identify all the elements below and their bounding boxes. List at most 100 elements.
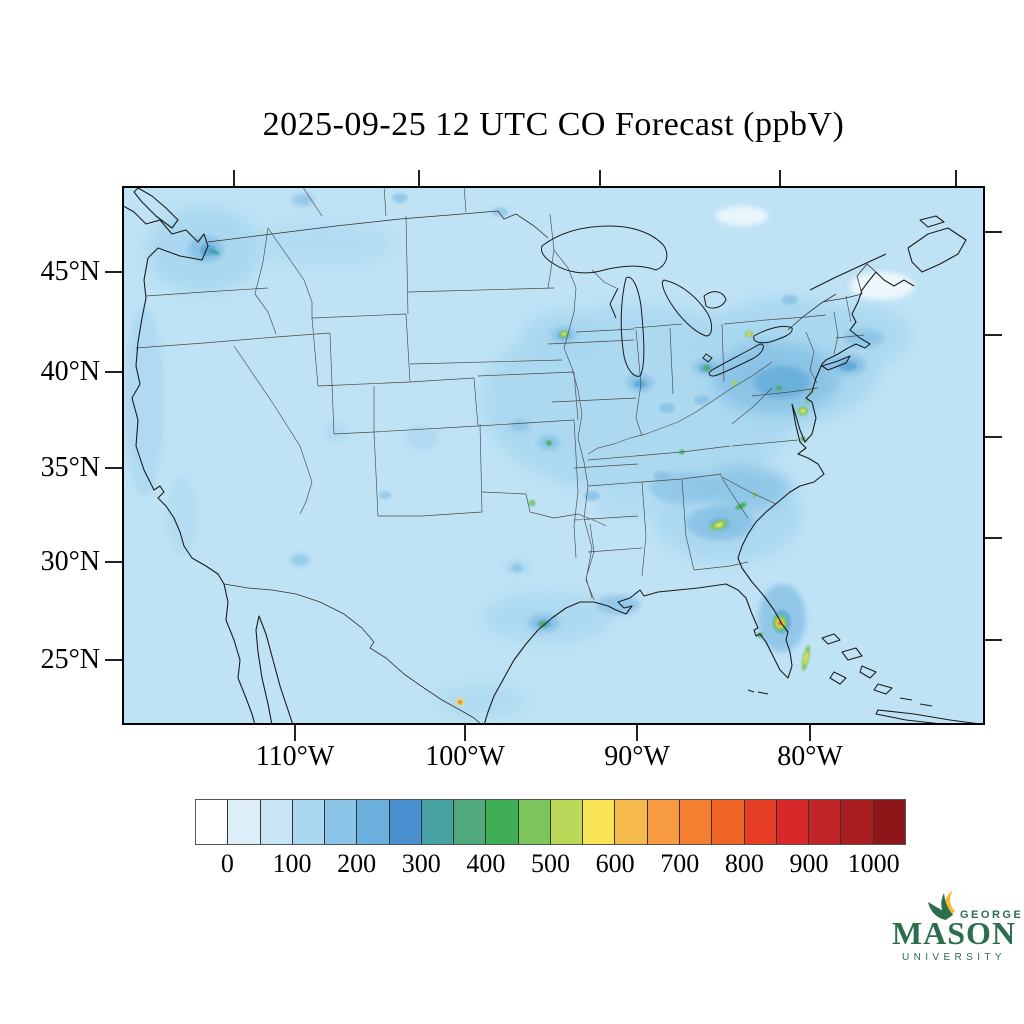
colorbar-box-0: [196, 800, 229, 844]
colorbar-box-19: [809, 800, 842, 844]
hotspot-orlando: [773, 615, 787, 631]
us-canada-border: [207, 210, 877, 331]
colorbar-box-1: [228, 800, 261, 844]
colorbar: [195, 799, 906, 845]
co-field-patch: [850, 272, 914, 300]
st-lawrence-north-shore: [809, 253, 887, 291]
colorbar-box-17: [744, 800, 777, 844]
george-mason-university-logo: GEORGE MASON UNIVERSITY: [890, 890, 1021, 978]
co-field-patch: [437, 685, 527, 717]
colorbar-tick-labels: 0 100 200 300 400 500 600 700 800 900 1000: [195, 849, 906, 881]
colorbar-value-500: 500: [531, 849, 570, 878]
colorbar-value-400: 400: [466, 849, 506, 878]
hotspot-miami-corridor: [802, 645, 810, 671]
co-field-patch: [702, 466, 790, 510]
lon-tick-bottom-80°W: [809, 725, 811, 741]
hotspot-atlanta: [710, 520, 728, 530]
gmu-leaf-icon: [928, 890, 955, 920]
lon-tick-bottom-90°W: [636, 725, 638, 741]
colorbar-box-21: [873, 800, 905, 844]
lon-tick-label: 100°W: [425, 741, 505, 772]
colorbar-value-800: 800: [724, 849, 764, 878]
coastlines: [122, 187, 981, 725]
co-field-patch: [839, 361, 857, 371]
co-concentration-field: [124, 193, 914, 717]
lat-tick-label: 25°N: [40, 644, 100, 675]
co-field-patch: [392, 193, 408, 203]
colorbar-value-100: 100: [272, 849, 312, 878]
colorbar-box-14: [647, 800, 680, 844]
hotspot-detroit: [704, 365, 710, 371]
lon-tick-top: [233, 170, 235, 186]
gmu-mason-text: MASON: [891, 915, 1017, 951]
green-bay: [609, 287, 619, 319]
co-field-patch: [584, 491, 600, 501]
co-hotspot-dots: [208, 248, 813, 706]
co-field-patch: [659, 403, 675, 413]
international-borders: [207, 210, 877, 725]
co-field-patch: [844, 329, 884, 347]
lat-tick-label: 30°N: [40, 546, 100, 577]
colorbar-value-0: 0: [220, 849, 234, 878]
co-field-patch: [166, 476, 198, 556]
co-field-patch: [598, 492, 658, 520]
lat-tick-left-35°N: [105, 467, 122, 469]
co-field-patch: [492, 207, 508, 217]
lat-tick-right: [985, 436, 1002, 438]
vancouver-island: [133, 187, 179, 229]
gmu-george-text: GEORGE: [960, 909, 1024, 921]
colorbar-box-15: [679, 800, 713, 844]
colorbar-box-5: [357, 800, 390, 844]
co-field-patch: [511, 564, 523, 572]
co-field-patch: [782, 295, 798, 305]
co-field-patch: [716, 206, 768, 226]
lat-tick-right: [985, 537, 1002, 539]
lake-ontario: [753, 325, 793, 344]
hotspot-greenville: [735, 502, 747, 510]
lat-tick-left-40°N: [105, 371, 122, 373]
lat-tick-right: [985, 334, 1002, 336]
colorbar-box-11: [550, 800, 584, 844]
prince-edward-island: [919, 215, 945, 228]
colorbar-value-700: 700: [660, 849, 700, 878]
colorbar-value-300: 300: [401, 849, 441, 878]
west-coast-and-baja: [122, 204, 256, 725]
hotspot-st-louis: [546, 440, 552, 446]
lon-tick-top: [599, 170, 601, 186]
lake-michigan: [620, 276, 645, 377]
hotspot-pittsburgh: [776, 385, 782, 391]
colorbar-box-12: [583, 800, 616, 844]
lat-tick-left-45°N: [105, 271, 122, 273]
colorbar-box-7: [421, 800, 455, 844]
colorbar-box-10: [518, 800, 551, 844]
lat-tick-left-25°N: [105, 659, 122, 661]
lat-tick-label: 45°N: [40, 256, 100, 287]
hotspot-baltimore-n: [805, 400, 809, 404]
colorbar-box-20: [841, 800, 874, 844]
lon-tick-top: [418, 170, 420, 186]
colorbar-box-13: [615, 800, 648, 844]
great-lakes: [541, 225, 793, 377]
co-field-patch: [290, 554, 310, 566]
co-field-patch: [379, 491, 391, 499]
georgian-bay: [703, 291, 727, 309]
long-island: [821, 355, 851, 371]
lat-tick-label: 35°N: [40, 452, 100, 483]
colorbar-box-18: [776, 800, 810, 844]
co-field-patch: [694, 395, 710, 405]
co-field-patch: [252, 222, 392, 266]
colorbar-box-3: [292, 800, 326, 844]
nova-scotia: [907, 227, 967, 273]
colorbar-box-6: [389, 800, 422, 844]
us-mexico-border: [223, 583, 483, 725]
lon-tick-top: [955, 170, 957, 186]
lon-tick-bottom-110°W: [294, 725, 296, 741]
lat-tick-left-30°N: [105, 561, 122, 563]
co-field-patch: [124, 306, 164, 496]
lon-tick-label: 90°W: [604, 741, 670, 772]
chart-title: 2025-09-25 12 UTC CO Forecast (ppbV): [262, 106, 845, 143]
colorbar-box-9: [486, 800, 519, 844]
co-field-patch: [293, 194, 313, 206]
lake-superior: [541, 225, 668, 274]
